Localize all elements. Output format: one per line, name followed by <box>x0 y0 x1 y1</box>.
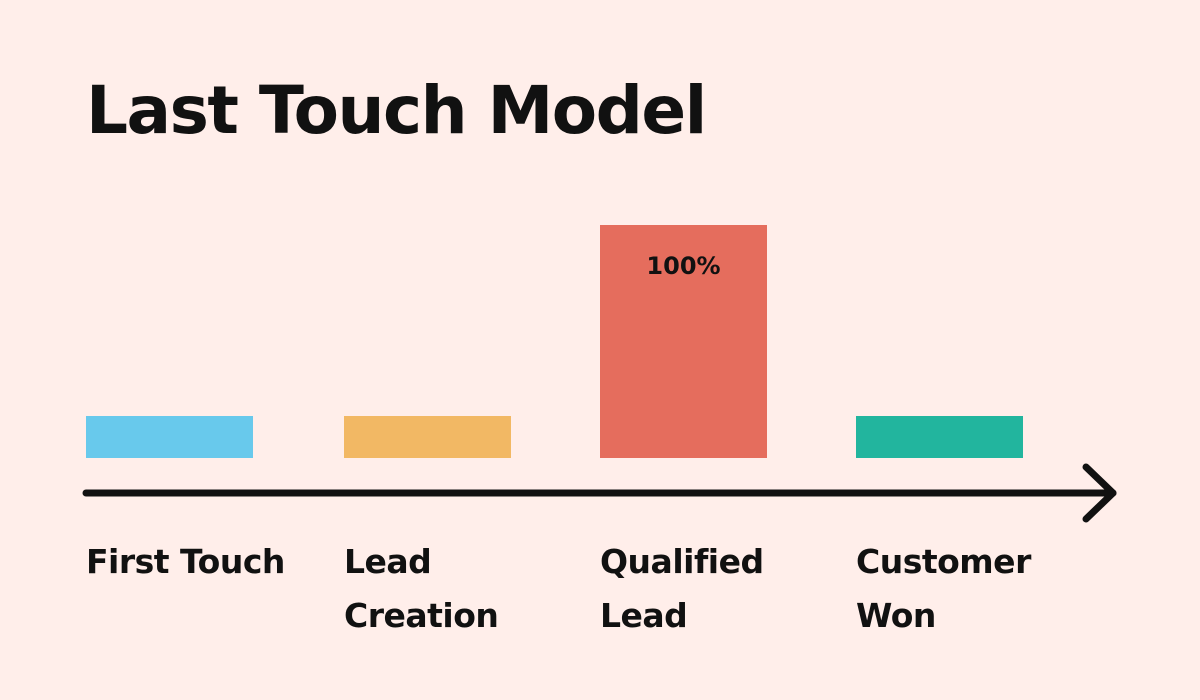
stage-label-1-line-1: Creation <box>344 596 498 635</box>
stage-label-2-line-1: Lead <box>600 596 687 635</box>
stage-label-3: Customer Won <box>856 542 1032 635</box>
stage-labels-layer: First Touch Lead Creation Qualified Lead Cust… <box>86 542 1033 635</box>
stage-label-1-line-0: Lead <box>344 542 431 581</box>
bar-3 <box>856 416 1023 458</box>
stage-label-0-line-0: First Touch <box>86 542 285 581</box>
stage-label-3-line-0: Customer <box>856 542 1032 581</box>
stage-label-2: Qualified Lead <box>600 542 764 635</box>
stage-label-3-line-1: Won <box>856 596 936 635</box>
bars-layer: 100% <box>86 225 1023 458</box>
bar-1 <box>344 416 511 458</box>
stage-label-1: Lead Creation <box>344 542 498 635</box>
stage-label-2-line-0: Qualified <box>600 542 764 581</box>
bar-2 <box>600 225 767 458</box>
stage-label-0: First Touch <box>86 542 285 581</box>
bar-0 <box>86 416 253 458</box>
timeline-arrow-head-icon <box>1082 463 1117 523</box>
bar-value-label-2: 100% <box>646 252 720 280</box>
chart-title: Last Touch Model <box>86 72 707 149</box>
